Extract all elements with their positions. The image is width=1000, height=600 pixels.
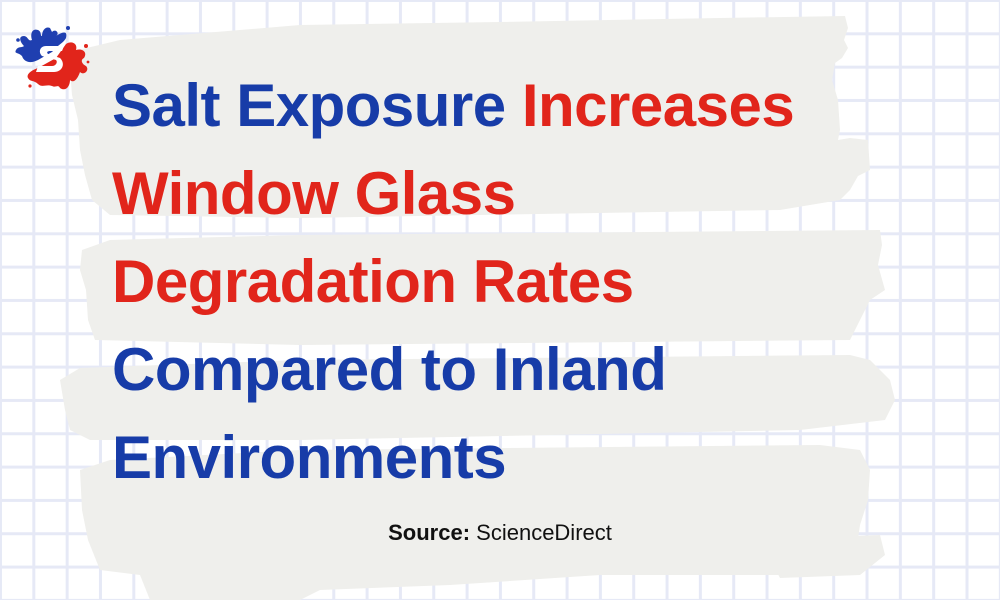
paint-splash-s-logo-icon [15,26,90,90]
headline-line-2: Window Glass [112,160,516,227]
headline-line-4: Compared to Inland [112,336,667,403]
source-citation: Source: ScienceDirect [0,520,1000,546]
headline-text-blue: Salt Exposure [112,72,522,139]
headline-line-5: Environments [112,424,507,491]
headline-line-1: Salt Exposure Increases [112,62,795,150]
headline-line-3: Degradation Rates [112,248,634,315]
headline-text-red: Increases [521,72,795,139]
headline: Salt Exposure Increases Window Glass Deg… [112,62,795,502]
source-label: Source: [388,520,471,545]
source-value: ScienceDirect [476,520,612,545]
